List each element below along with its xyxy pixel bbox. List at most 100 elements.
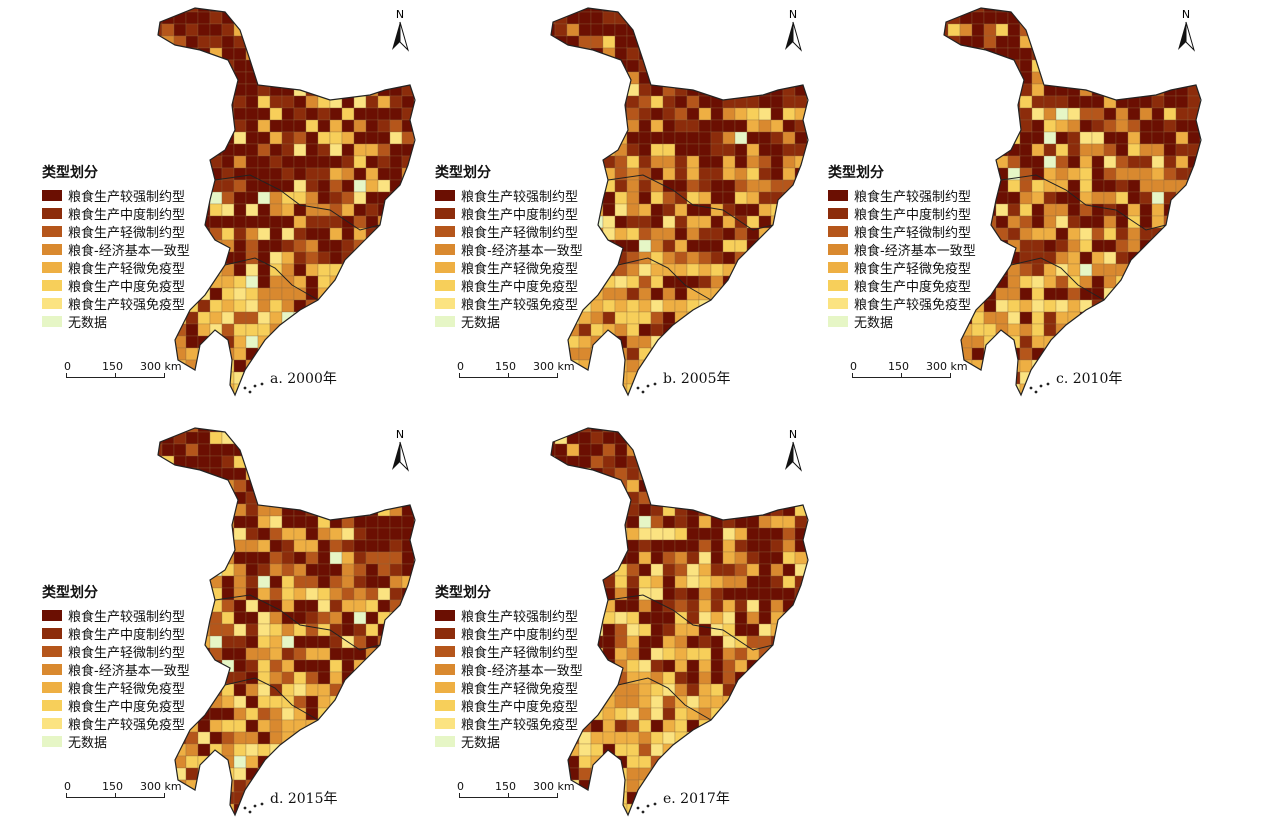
map-region xyxy=(1091,227,1105,241)
map-region xyxy=(1043,347,1057,361)
region-outline xyxy=(550,7,809,397)
map-region xyxy=(662,131,676,145)
map-region xyxy=(554,443,568,457)
north-label: N xyxy=(789,8,797,21)
map-region xyxy=(578,443,592,457)
map-region xyxy=(1007,23,1021,37)
map-region xyxy=(245,719,259,733)
map-region xyxy=(221,371,235,385)
panel-caption: e. 2017年 xyxy=(663,791,730,807)
scale-label-300: 300 km xyxy=(533,780,575,793)
map-region xyxy=(1019,191,1033,205)
map-region xyxy=(245,107,259,121)
map-region xyxy=(1067,203,1081,217)
map-region xyxy=(1103,179,1117,193)
map-region xyxy=(662,83,676,97)
map-region xyxy=(782,515,796,529)
map-region xyxy=(377,155,391,169)
map-region xyxy=(329,95,343,109)
map-region xyxy=(377,515,391,529)
map-region xyxy=(173,23,187,37)
map-region xyxy=(722,227,736,241)
map-region xyxy=(233,623,247,637)
map-region xyxy=(746,191,760,205)
map-region xyxy=(209,23,223,37)
map-region xyxy=(377,131,391,145)
map-region xyxy=(686,563,700,577)
map-region xyxy=(1043,155,1057,169)
map-region xyxy=(578,8,592,13)
legend-item: 粮食生产较强制约型 xyxy=(42,186,222,205)
map-region xyxy=(1079,167,1093,181)
map-region xyxy=(674,131,688,145)
legend-swatch xyxy=(42,189,62,201)
map-region xyxy=(329,575,343,589)
map-region xyxy=(1019,47,1033,61)
province-boundary xyxy=(617,677,712,721)
map-region xyxy=(662,551,676,565)
map-region xyxy=(209,563,223,577)
legend-label: 粮食-经济基本一致型 xyxy=(461,243,583,259)
map-region xyxy=(614,119,628,133)
map-region xyxy=(257,563,271,577)
scale-label-300: 300 km xyxy=(140,360,182,373)
legend-swatch xyxy=(42,315,62,327)
map-region xyxy=(698,647,712,661)
map-region xyxy=(590,35,604,49)
map-region xyxy=(698,551,712,565)
map-region xyxy=(197,347,211,361)
legend-label: 粮食生产中度免疫型 xyxy=(854,279,972,295)
legend-swatch xyxy=(435,627,455,639)
map-region xyxy=(710,131,724,145)
map-region xyxy=(269,731,283,745)
map-region xyxy=(305,647,319,661)
map-region xyxy=(650,575,664,589)
map-region xyxy=(614,227,628,241)
map-region xyxy=(626,95,640,109)
map-region xyxy=(590,23,604,37)
map-region xyxy=(305,515,319,529)
map-region xyxy=(1019,335,1033,349)
map-region xyxy=(626,359,640,373)
province-boundary xyxy=(214,594,381,651)
map-region xyxy=(281,167,295,181)
map-region xyxy=(650,563,664,577)
island xyxy=(260,382,264,386)
map-region xyxy=(317,143,331,157)
map-region xyxy=(650,227,664,241)
map-region xyxy=(245,503,259,517)
map-region xyxy=(257,227,271,241)
map-region xyxy=(638,239,652,253)
map-region xyxy=(674,527,688,541)
legend-item: 粮食生产中度制约型 xyxy=(435,624,615,643)
legend-swatch xyxy=(435,225,455,237)
map-region xyxy=(770,575,784,589)
map-region xyxy=(233,683,247,697)
map-region xyxy=(257,719,271,733)
map-region xyxy=(698,191,712,205)
map-region xyxy=(1139,95,1153,109)
map-region xyxy=(305,587,319,601)
map-region xyxy=(662,635,676,649)
map-region xyxy=(614,371,628,385)
map-region xyxy=(626,515,640,529)
map-region xyxy=(1007,203,1021,217)
map-region xyxy=(710,587,724,601)
map-region xyxy=(1055,203,1069,217)
map-region xyxy=(353,551,367,565)
map-region xyxy=(626,623,640,637)
map-region xyxy=(221,491,235,505)
map-region xyxy=(662,671,676,685)
map-region xyxy=(1007,323,1021,337)
map-region xyxy=(686,119,700,133)
map-region xyxy=(710,215,724,229)
map-region xyxy=(209,455,223,469)
map-region xyxy=(650,107,664,121)
map-region xyxy=(293,227,307,241)
map-region xyxy=(317,119,331,133)
map-region xyxy=(1175,143,1189,157)
map-region xyxy=(233,59,247,73)
map-region xyxy=(341,263,355,277)
map-region xyxy=(365,623,379,637)
north-label: N xyxy=(396,428,404,441)
